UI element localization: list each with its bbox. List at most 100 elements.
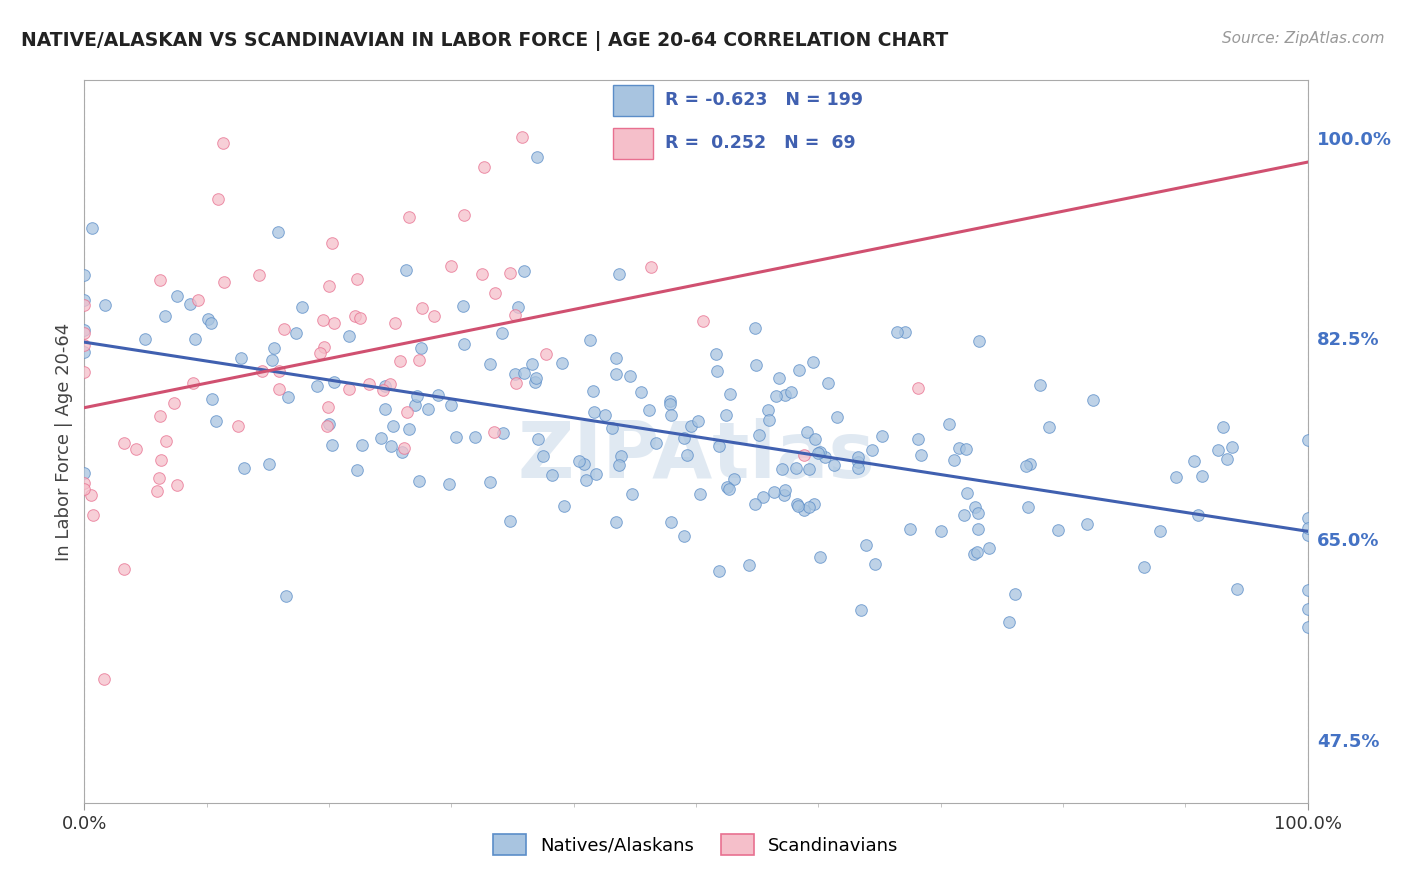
Point: [659, 408, 682, 422]
Point: [803, 497, 825, 511]
Point: [956, 485, 979, 500]
Point: [404, 398, 426, 412]
Point: [582, 405, 605, 419]
Point: [479, 475, 502, 489]
Point: [337, 329, 360, 343]
Point: [344, 309, 367, 323]
Point: [267, 225, 290, 239]
Point: [512, 366, 534, 380]
Point: [491, 326, 513, 341]
Point: [1004, 587, 1026, 601]
Point: [149, 273, 172, 287]
Point: [969, 334, 991, 348]
Point: [346, 463, 368, 477]
Point: [966, 506, 988, 520]
Point: [484, 286, 506, 301]
Point: [808, 445, 831, 459]
Point: [382, 418, 405, 433]
Point: [768, 371, 790, 385]
Point: [316, 400, 339, 414]
Point: [145, 483, 167, 498]
Point: [676, 448, 699, 462]
Point: [645, 436, 668, 450]
Point: [756, 403, 779, 417]
Point: [207, 192, 229, 206]
Point: [498, 514, 520, 528]
Point: [94, 298, 117, 312]
Point: [148, 471, 170, 485]
Point: [600, 420, 623, 434]
Point: [785, 461, 807, 475]
Text: R = -0.623   N = 199: R = -0.623 N = 199: [665, 91, 863, 109]
Point: [440, 398, 463, 412]
Point: [153, 309, 176, 323]
Point: [672, 529, 695, 543]
Point: [166, 477, 188, 491]
Point: [370, 431, 392, 445]
Y-axis label: In Labor Force | Age 20-64: In Labor Force | Age 20-64: [55, 322, 73, 561]
Point: [585, 467, 607, 481]
Point: [607, 267, 630, 281]
Point: [966, 544, 988, 558]
Point: [357, 376, 380, 391]
Point: [1076, 516, 1098, 531]
Point: [1015, 459, 1038, 474]
Point: [205, 415, 228, 429]
Point: [803, 432, 825, 446]
Point: [659, 515, 682, 529]
Point: [765, 389, 787, 403]
Point: [229, 351, 252, 365]
Point: [398, 422, 420, 436]
Point: [73, 482, 96, 496]
Point: [149, 409, 172, 424]
Point: [793, 448, 815, 462]
Point: [1191, 469, 1213, 483]
Point: [637, 403, 659, 417]
Point: [82, 508, 104, 522]
Point: [745, 358, 768, 372]
Point: [183, 332, 205, 346]
Point: [373, 383, 395, 397]
Point: [550, 356, 572, 370]
Point: [73, 345, 96, 359]
Point: [478, 357, 501, 371]
Point: [247, 268, 270, 283]
Point: [1047, 523, 1070, 537]
Point: [966, 523, 988, 537]
Point: [658, 397, 681, 411]
Point: [1220, 440, 1243, 454]
Point: [1206, 443, 1229, 458]
Point: [851, 603, 873, 617]
Point: [621, 487, 644, 501]
Point: [723, 472, 745, 486]
Point: [346, 271, 368, 285]
Point: [312, 313, 335, 327]
Point: [605, 515, 627, 529]
Point: [150, 452, 173, 467]
Point: [440, 259, 463, 273]
Point: [349, 310, 371, 325]
Point: [453, 336, 475, 351]
Point: [263, 341, 285, 355]
Point: [1296, 602, 1319, 616]
Point: [689, 487, 711, 501]
Point: [630, 384, 652, 399]
Point: [609, 449, 631, 463]
Point: [471, 267, 494, 281]
Point: [718, 482, 741, 496]
Point: [709, 439, 731, 453]
Point: [718, 386, 741, 401]
Point: [426, 387, 449, 401]
Point: [786, 497, 808, 511]
Point: [380, 439, 402, 453]
Point: [73, 365, 96, 379]
Point: [817, 376, 839, 390]
Point: [744, 320, 766, 334]
Point: [508, 300, 530, 314]
Point: [707, 564, 730, 578]
Point: [499, 266, 522, 280]
Point: [321, 235, 343, 250]
Point: [451, 299, 474, 313]
Point: [197, 312, 219, 326]
Point: [405, 389, 427, 403]
